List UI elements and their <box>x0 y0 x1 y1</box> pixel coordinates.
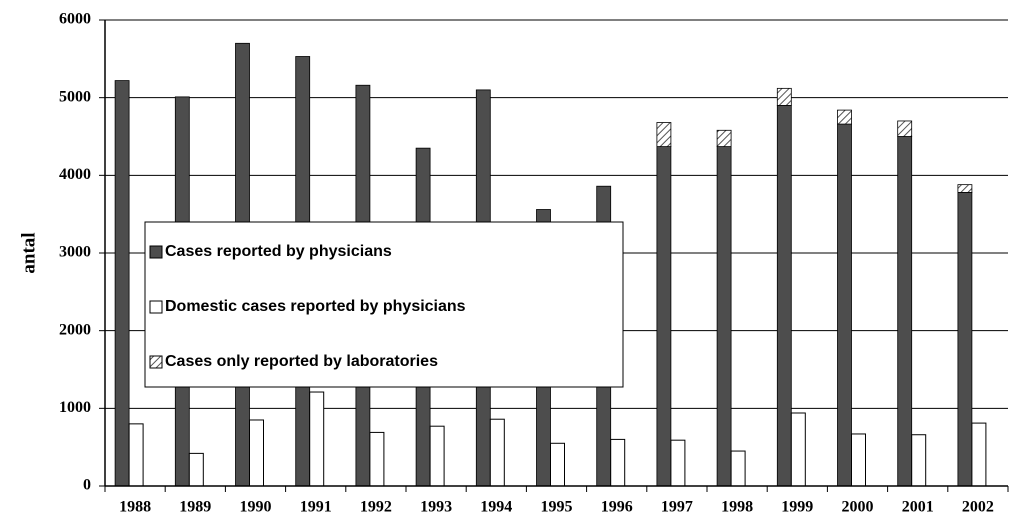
y-axis-label: antal <box>18 232 39 273</box>
bar <box>837 123 852 487</box>
stacked-bar <box>957 184 973 193</box>
legend-label: Domestic cases reported by physicians <box>165 298 466 315</box>
x-tick-label: 2002 <box>962 499 994 516</box>
bar <box>656 146 672 487</box>
bar <box>776 105 792 487</box>
bar <box>429 425 445 487</box>
y-tick-label: 4000 <box>59 166 91 183</box>
bar <box>730 450 746 487</box>
bar <box>790 412 806 487</box>
bar <box>716 146 732 487</box>
legend-label: Cases reported by physicians <box>165 243 392 260</box>
bar <box>188 452 204 487</box>
legend-label: Cases only reported by laboratories <box>165 353 438 370</box>
legend-swatch <box>149 355 163 369</box>
x-tick-label: 2001 <box>902 499 934 516</box>
x-tick-label: 1993 <box>420 499 452 516</box>
x-tick-label: 1996 <box>601 499 633 516</box>
x-tick-label: 1989 <box>179 499 211 516</box>
y-tick-label: 3000 <box>59 244 91 261</box>
x-tick-label: 1997 <box>661 499 693 516</box>
bar <box>670 439 686 487</box>
bar <box>114 80 130 487</box>
y-tick-label: 5000 <box>59 88 91 105</box>
x-tick-label: 1992 <box>360 499 392 516</box>
bar <box>369 431 385 487</box>
y-tick-label: 6000 <box>59 11 91 28</box>
x-tick-label: 2000 <box>842 499 874 516</box>
x-tick-label: 1990 <box>240 499 272 516</box>
y-tick-label: 0 <box>83 477 91 494</box>
bar <box>489 418 505 487</box>
bar <box>897 136 913 487</box>
bar <box>610 438 626 487</box>
stacked-bar <box>897 120 913 137</box>
bar <box>971 422 987 487</box>
stacked-bar <box>837 109 852 125</box>
x-tick-label: 1988 <box>119 499 151 516</box>
legend-swatch <box>149 245 163 259</box>
x-tick-label: 1998 <box>721 499 753 516</box>
bar <box>851 433 866 487</box>
stacked-bar <box>716 129 732 147</box>
y-tick-label: 1000 <box>59 399 91 416</box>
bar <box>957 192 973 487</box>
stacked-bar <box>656 122 672 147</box>
bar <box>550 442 565 487</box>
stacked-bar <box>776 87 792 106</box>
x-tick-label: 1994 <box>480 499 512 516</box>
bar <box>128 423 144 487</box>
bar <box>309 391 325 487</box>
x-tick-label: 1991 <box>300 499 332 516</box>
bar <box>249 419 264 487</box>
legend-swatch <box>149 300 163 314</box>
legend-box <box>144 221 624 388</box>
bar <box>911 434 927 487</box>
x-tick-label: 1995 <box>541 499 573 516</box>
x-tick-label: 1999 <box>781 499 813 516</box>
y-tick-label: 2000 <box>59 321 91 338</box>
